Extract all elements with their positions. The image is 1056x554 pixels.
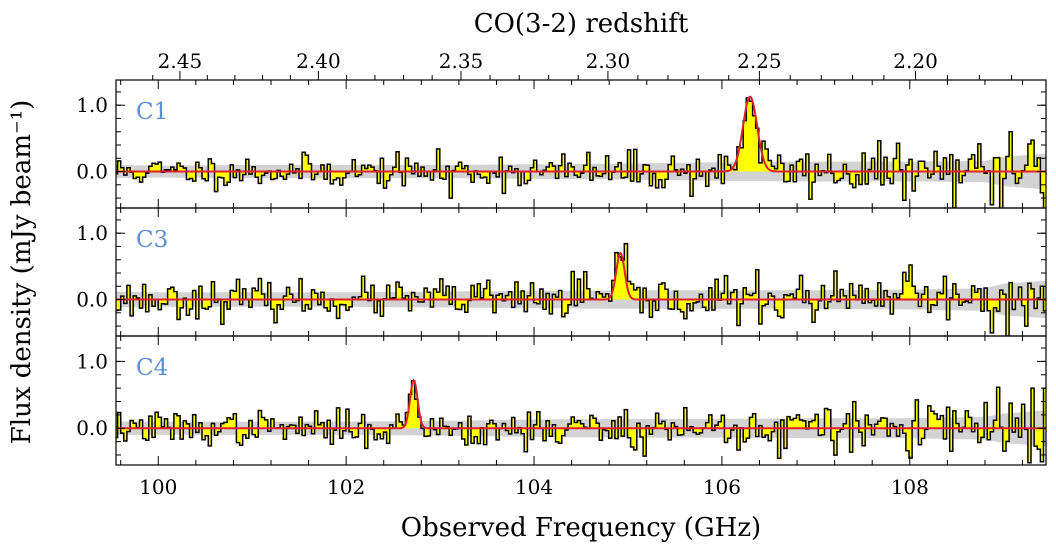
spectrum-line-c3 bbox=[116, 242, 1046, 336]
top-tick-label: 2.25 bbox=[737, 49, 782, 73]
top-tick-label: 2.35 bbox=[439, 49, 484, 73]
y-tick-label: 1.0 bbox=[76, 221, 108, 245]
top-axis-title: CO(3-2) redshift bbox=[474, 9, 689, 39]
y-axis-title: Flux density (mJy beam⁻¹) bbox=[7, 100, 37, 445]
spectrum-fill-c3 bbox=[116, 243, 1046, 336]
top-tick-label: 2.40 bbox=[296, 49, 341, 73]
panel-label-c4: C4 bbox=[136, 355, 168, 381]
panel-label-c1: C1 bbox=[136, 99, 168, 125]
panels-group: 0.0 1.0 C1 0.0 1.0 C3 0.0 1.0 C4 100 102 104 106 108 2… bbox=[76, 49, 1047, 499]
top-tick-label: 2.45 bbox=[158, 49, 203, 73]
top-tick-label: 2.20 bbox=[893, 49, 938, 73]
x-tick-label: 100 bbox=[139, 475, 177, 499]
x-tick-label: 108 bbox=[891, 475, 929, 499]
panel-frame-c4 bbox=[115, 335, 1047, 466]
x-axis-title: Observed Frequency (GHz) bbox=[401, 513, 761, 543]
fit-line-c3 bbox=[116, 251, 1046, 301]
y-tick-label: 1.0 bbox=[76, 349, 108, 373]
panel-c4: 0.0 1.0 C4 bbox=[76, 335, 1047, 466]
y-tick-label: 1.0 bbox=[76, 93, 108, 117]
panel-c3: 0.0 1.0 C3 bbox=[76, 207, 1047, 337]
y-tick-label: 0.0 bbox=[76, 160, 108, 184]
x-tick-label: 106 bbox=[703, 475, 741, 499]
spectrum-fill-c1 bbox=[116, 98, 1046, 208]
fit-line-c1 bbox=[116, 95, 1046, 173]
panel-c1: 0.0 1.0 C1 bbox=[76, 79, 1047, 209]
top-tick-label: 2.30 bbox=[586, 49, 631, 73]
y-tick-label: 0.0 bbox=[76, 416, 108, 440]
spectrum-line-c4 bbox=[116, 380, 1046, 464]
spectrum-line-c1 bbox=[116, 97, 1046, 208]
x-tick-label: 102 bbox=[327, 475, 365, 499]
fit-line-c4 bbox=[116, 378, 1046, 430]
y-tick-label: 0.0 bbox=[76, 288, 108, 312]
panel-label-c3: C3 bbox=[136, 227, 168, 253]
x-tick-label: 104 bbox=[515, 475, 553, 499]
